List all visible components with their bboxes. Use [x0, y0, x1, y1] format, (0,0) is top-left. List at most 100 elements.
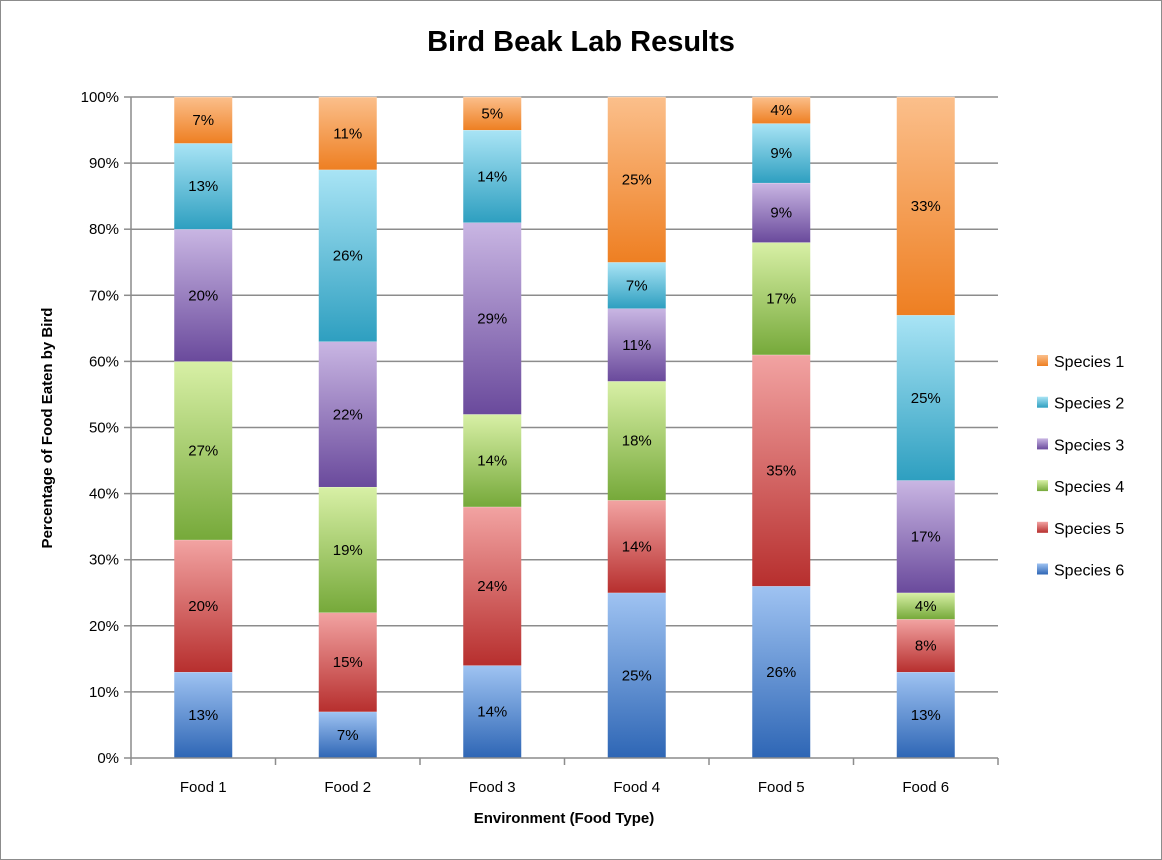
data-label: 4%: [770, 102, 792, 119]
legend-label: Species 1: [1054, 354, 1124, 371]
data-label: 25%: [622, 172, 652, 189]
bar-segment-species-5: [896, 619, 955, 673]
bar-segment-species-6: [607, 592, 666, 758]
data-label: 13%: [188, 178, 218, 195]
bar-segment-species-2: [318, 169, 377, 342]
legend-swatch: [1037, 480, 1048, 492]
legend-swatch: [1037, 355, 1048, 366]
y-tick-label: 100%: [81, 89, 119, 106]
legend-swatch: [1037, 563, 1048, 575]
data-label: 8%: [915, 638, 937, 655]
y-tick-label: 50%: [89, 420, 119, 437]
data-label: 11%: [333, 125, 362, 142]
axis-layer: 0% 10% 20% 30% 40% 50% 60% 70% 80% 90% 100% Food 1 F…: [81, 89, 999, 796]
data-label: 25%: [622, 667, 652, 684]
y-tick-label: 20%: [89, 618, 119, 635]
bar-segment-species-5: [318, 612, 377, 712]
bar-segment-species-4: [174, 361, 233, 540]
bar-segment-species-3: [463, 222, 522, 415]
bar-segment-species-4: [463, 414, 522, 507]
x-tick-label: Food 3: [469, 779, 516, 796]
bar-segment-species-4: [318, 486, 377, 613]
bar-segment-species-5: [752, 354, 811, 587]
bar-segment-species-3: [174, 229, 233, 362]
data-label: 4%: [915, 598, 937, 615]
bar-segment-species-1: [752, 97, 811, 124]
data-label: 29%: [477, 310, 507, 327]
legend-item: Species 2: [1037, 396, 1124, 413]
legend-label: Species 4: [1054, 479, 1124, 496]
data-label: 7%: [192, 112, 214, 129]
data-label: 7%: [337, 727, 359, 744]
y-tick-label: 60%: [89, 353, 119, 370]
legend-swatch: [1037, 521, 1048, 533]
bar-segment-species-6: [318, 711, 377, 758]
bar-segment-species-1: [174, 97, 233, 144]
data-label: 25%: [911, 390, 941, 407]
legend-item: Species 6: [1037, 563, 1124, 580]
legend: Species 1 Species 2 Species 3 Species 4 Spec…: [1037, 354, 1124, 580]
bar-segment-species-4: [896, 592, 955, 620]
legend-swatch: [1037, 396, 1048, 408]
legend-item: Species 1: [1037, 354, 1124, 371]
data-label: 18%: [622, 433, 652, 450]
legend-label: Species 3: [1054, 437, 1124, 454]
data-label: 13%: [911, 707, 941, 724]
legend-label: Species 2: [1054, 396, 1124, 413]
bar-segment-species-2: [607, 262, 666, 309]
data-label: 20%: [188, 287, 218, 304]
data-label: 9%: [770, 145, 792, 162]
bar-segment-species-3: [896, 480, 955, 593]
bar-segment-species-1: [463, 97, 522, 131]
data-label: 14%: [477, 453, 507, 470]
y-tick-label: 80%: [89, 221, 119, 238]
y-axis-title: Percentage of Food Eaten by Bird: [39, 308, 56, 549]
x-axis-title: Environment (Food Type): [474, 810, 655, 827]
chart-title: Bird Beak Lab Results: [427, 26, 735, 58]
bar-segment-species-5: [174, 539, 233, 673]
y-tick-label: 70%: [89, 287, 119, 304]
bar-segment-species-6: [174, 672, 233, 758]
grid-layer: [131, 96, 998, 693]
legend-label: Species 6: [1054, 563, 1124, 580]
bars-layer: 13% 20% 27% 20% 13% 7% 7% 15% 19% 22% 26% 11% 14% 24%…: [174, 96, 955, 758]
bar-segment-species-2: [174, 143, 233, 230]
y-tick-label: 40%: [89, 486, 119, 503]
data-label: 14%: [477, 168, 507, 185]
bar-segment-species-3: [752, 182, 811, 243]
y-tick-label: 0%: [97, 750, 119, 767]
bar-segment-species-1: [607, 97, 666, 263]
data-label: 7%: [626, 277, 648, 294]
data-label: 26%: [333, 248, 363, 265]
bar-segment-species-4: [607, 381, 666, 501]
data-label: 19%: [333, 542, 363, 559]
data-label: 15%: [333, 654, 363, 671]
x-tick-label: Food 2: [324, 779, 371, 796]
bar-segment-species-3: [318, 341, 377, 487]
data-label: 13%: [188, 707, 218, 724]
data-label: 17%: [766, 291, 796, 308]
bar-segment-species-6: [752, 586, 811, 758]
data-label: 17%: [911, 529, 941, 546]
bar-segment-species-6: [463, 665, 522, 758]
x-tick-label: Food 1: [180, 779, 227, 796]
x-tick-label: Food 6: [902, 779, 949, 796]
bar-segment-species-2: [896, 315, 955, 481]
bar-segment-species-4: [752, 242, 811, 355]
x-tick-label: Food 4: [613, 779, 660, 796]
legend-label: Species 5: [1054, 521, 1124, 538]
y-tick-label: 10%: [89, 684, 119, 701]
x-tick-label: Food 5: [758, 779, 805, 796]
bar-segment-species-1: [318, 97, 377, 170]
y-tick-label: 90%: [89, 155, 119, 172]
legend-item: Species 4: [1037, 479, 1124, 496]
bar-segment-species-5: [463, 506, 522, 666]
legend-item: Species 3: [1037, 437, 1124, 454]
bar-segment-species-2: [752, 123, 811, 183]
legend-item: Species 5: [1037, 521, 1124, 538]
y-tick-label: 30%: [89, 552, 119, 569]
data-label: 27%: [188, 443, 218, 460]
data-label: 20%: [188, 598, 218, 615]
data-label: 14%: [477, 704, 507, 721]
